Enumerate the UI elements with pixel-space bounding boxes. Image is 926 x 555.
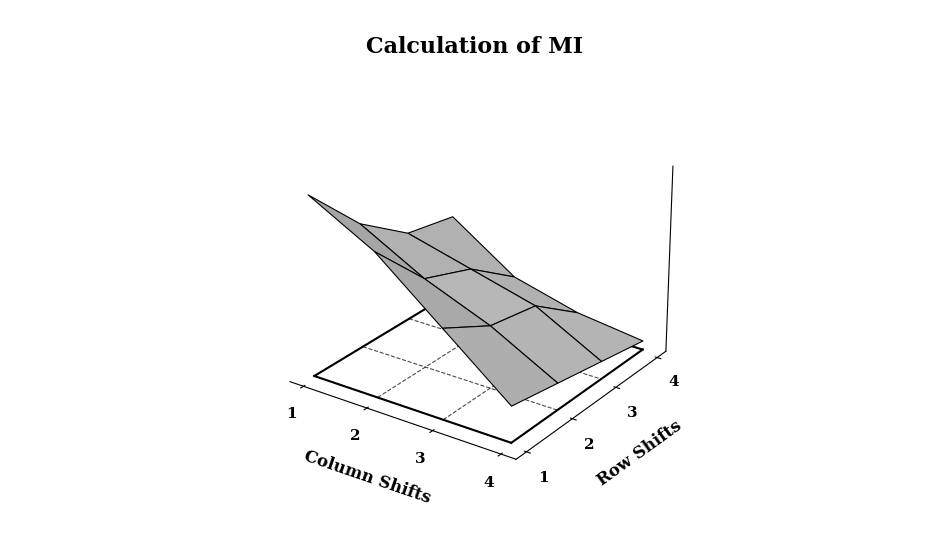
X-axis label: Column Shifts: Column Shifts xyxy=(301,448,432,507)
Y-axis label: Row Shifts: Row Shifts xyxy=(594,417,684,490)
Title: Calculation of MI: Calculation of MI xyxy=(366,36,583,58)
